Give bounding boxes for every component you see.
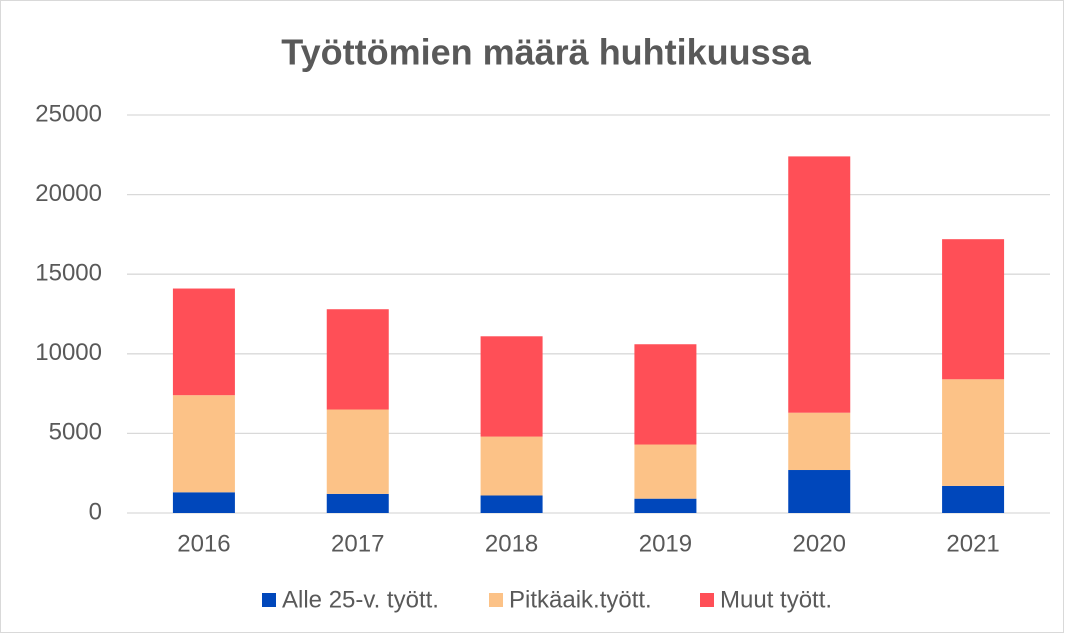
bar-segment (788, 412, 851, 471)
legend-swatch (489, 593, 503, 607)
bar-segment (942, 485, 1005, 513)
bar-segment (480, 436, 543, 496)
y-tick-label: 0 (89, 498, 102, 525)
bar-segment (326, 493, 389, 513)
bar-segment (172, 395, 235, 493)
y-tick-label: 20000 (35, 180, 102, 207)
chart-title: Työttömien määrä huhtikuussa (281, 32, 811, 73)
bar-segment (788, 156, 851, 413)
bar-segment (942, 379, 1005, 486)
bar-segment (172, 492, 235, 513)
bar-segment (480, 495, 543, 513)
legend-label: Muut tyött. (720, 586, 832, 613)
x-tick-label: 2020 (793, 530, 846, 557)
bar-segment (172, 288, 235, 396)
legend-swatch (700, 593, 714, 607)
legend-label: Alle 25-v. tyött. (282, 586, 439, 613)
y-tick-label: 15000 (35, 260, 102, 287)
legend-label: Pitkäaik.tyött. (509, 586, 652, 613)
bar-segment (480, 336, 543, 437)
x-tick-label: 2016 (177, 530, 230, 557)
x-tick-label: 2019 (639, 530, 692, 557)
bar-segment (634, 444, 697, 499)
x-tick-label: 2018 (485, 530, 538, 557)
x-tick-label: 2021 (946, 530, 999, 557)
bar-segment (788, 470, 851, 513)
y-tick-label: 25000 (35, 100, 102, 127)
bar-segment (634, 498, 697, 513)
y-tick-label: 5000 (49, 419, 102, 446)
y-tick-label: 10000 (35, 339, 102, 366)
x-tick-label: 2017 (331, 530, 384, 557)
bar-segment (326, 309, 389, 410)
bar-segment (634, 344, 697, 445)
bar-segment (326, 409, 389, 494)
legend-swatch (262, 593, 276, 607)
bar-segment (942, 239, 1005, 380)
